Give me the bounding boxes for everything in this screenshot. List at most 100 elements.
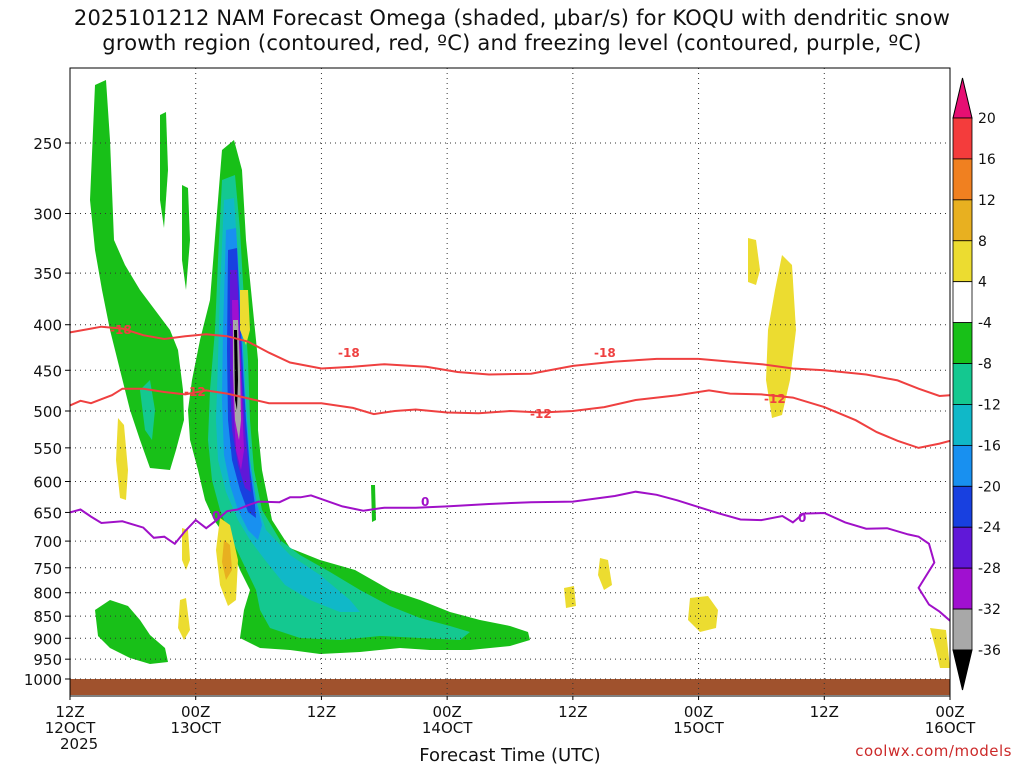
colorbar-label-6: -8 [978,357,992,373]
omega-region-green-speck [371,485,376,522]
colorbar-cell-2 [952,199,973,242]
x-tick-36-line1: 00Z [432,703,461,721]
y-axis: 250 300 350 400 450 500 550 600 650 700 750 800 850 9… [24,135,70,689]
colorbar-cell-3 [952,240,973,283]
y-tick-950: 950 [33,651,62,669]
omega-region-yellow-8 [598,558,612,590]
colorbar-cell-12 [952,608,973,651]
y-tick-600: 600 [33,473,62,491]
plot-frame [69,67,951,697]
omega-region-teal-left [140,380,155,440]
colorbar-label-7: -12 [978,397,1001,413]
contour-label-m12-b: -12 [530,407,552,421]
colorbar-cell-1 [952,158,973,201]
y-tick-1000: 1000 [24,671,62,689]
omega-shading [90,80,950,668]
colorbar-label-10: -24 [978,520,1001,536]
colorbar-label-8: -16 [978,438,1001,454]
contour-2 [70,490,950,622]
colorbar-label-1: 16 [978,152,996,168]
contour-lines [70,325,950,622]
contour-label-zero-c: 0 [798,511,806,525]
colorbar-cell-10 [952,526,973,569]
omega-region-yellow-11 [930,628,950,668]
colorbar-cell-8 [952,444,973,487]
omega-region-yellow-6 [748,238,760,285]
omega-region-main-green [188,140,530,654]
contour-label-m18-c: -18 [594,346,616,360]
colorbar-cell-7 [952,404,973,446]
omega-region-yellow-3 [182,528,190,570]
colorbar-bottom-triangle [952,649,973,691]
y-tick-500: 500 [33,403,62,421]
colorbar-cell-6 [952,363,973,405]
x-tick-72-line1: 12Z [810,703,839,721]
colorbar-cell-9 [952,485,973,528]
omega-region-black [234,330,238,410]
x-tick-0-line2: 12OCT [45,719,96,737]
y-tick-550: 550 [33,440,62,458]
colorbar-label-2: 12 [978,193,996,209]
colorbar-label-12: -32 [978,602,1001,618]
colorbar-cell-0 [952,117,973,160]
y-tick-650: 650 [33,504,62,522]
contour-1 [70,387,950,449]
omega-region-yellow-7 [766,255,796,418]
grid-lines [70,68,950,696]
contour-label-m18-a: -18 [110,323,132,337]
colorbar-label-4: 4 [978,275,987,291]
colorbar-label-0: 20 [978,111,996,127]
colorbar-cell-4 [952,281,973,324]
y-tick-800: 800 [33,585,62,603]
x-tick-12-line1: 00Z [181,703,210,721]
y-tick-250: 250 [33,135,62,153]
omega-region-left-strip [160,112,168,228]
colorbar-cell-5 [952,322,973,364]
colorbar-label-11: -28 [978,561,1001,577]
colorbar-label-5: -4 [978,316,992,332]
omega-region-upper-left [90,80,184,470]
omega-region-yellow-10 [688,596,718,632]
colorbar-label-3: 8 [978,234,987,250]
chart-title: 2025101212 NAM Forecast Omega (shaded, μ… [0,6,1024,56]
colorbar-top-triangle [952,77,973,119]
contour-label-m18-b: -18 [338,346,360,360]
y-tick-700: 700 [33,533,62,551]
x-tick-12-line2: 13OCT [170,719,221,737]
x-tick-24-line1: 12Z [307,703,336,721]
contour-label-zero-a: 0 [212,509,220,523]
x-tick-84-line2: 16OCT [925,719,976,737]
omega-region-yellow-9 [564,586,576,608]
colorbar-label-13: -36 [978,643,1001,659]
omega-region-yellow-4 [178,598,190,640]
y-tick-850: 850 [33,608,62,626]
colorbar-cell-11 [952,567,973,610]
chart-title-line2: growth region (contoured, red, ºC) and f… [102,31,922,55]
omega-region-left-strip-2 [182,185,190,290]
contour-label-m12-c: -12 [764,392,786,406]
x-tick-36-line2: 14OCT [422,719,473,737]
y-tick-300: 300 [33,205,62,223]
contour-0 [70,325,950,398]
contour-labels: -18 -18 -18 -12 -12 -12 0 0 0 [110,323,806,525]
x-tick-60-line2: 15OCT [673,719,724,737]
contour-label-zero-b: 0 [421,495,429,509]
terrain-strip [70,679,950,695]
omega-region-orange-1 [222,540,232,580]
y-tick-400: 400 [33,317,62,335]
credit-text: coolwx.com/models [855,742,1012,760]
x-tick-48-line1: 12Z [558,703,587,721]
x-tick-0-line1: 12Z [55,703,84,721]
colorbar: 20 16 12 8 4 -4 -8 -12 -16 -20 -24 -28 -32 -36 [952,77,1001,691]
omega-region-lower-left [95,600,168,664]
omega-region-yellow-5 [240,290,250,345]
x-tick-60-line1: 00Z [684,703,713,721]
x-tick-0-line3: 2025 [60,735,98,753]
colorbar-label-9: -20 [978,479,1001,495]
contour-label-m12-a: -12 [184,385,206,399]
y-tick-350: 350 [33,265,62,283]
x-axis-label: Forecast Time (UTC) [419,745,601,766]
omega-region-yellow-1 [116,418,128,500]
